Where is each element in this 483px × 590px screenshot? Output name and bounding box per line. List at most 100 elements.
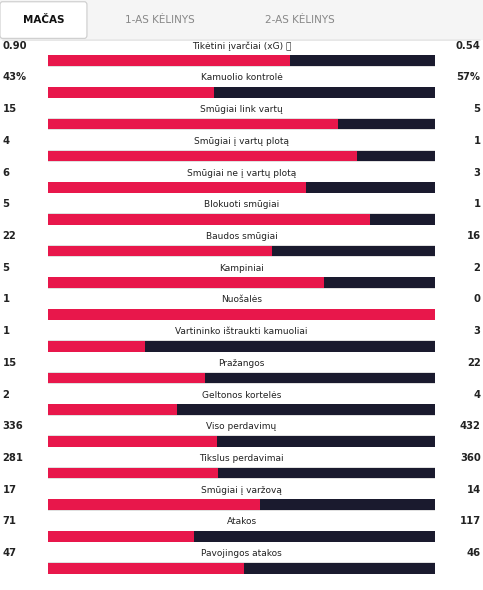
Bar	[243, 563, 435, 573]
Text: 1: 1	[473, 199, 481, 209]
Text: Kampiniai: Kampiniai	[219, 264, 264, 273]
Text: 2: 2	[2, 389, 9, 399]
Text: Blokuoti smūgiai: Blokuoti smūgiai	[204, 200, 279, 209]
Text: 5: 5	[2, 263, 9, 273]
Text: Baudos smūgiai: Baudos smūgiai	[206, 232, 277, 241]
Text: 0: 0	[474, 294, 481, 304]
Text: 281: 281	[2, 453, 23, 463]
Bar	[205, 373, 435, 384]
Bar	[370, 214, 435, 225]
Text: 3: 3	[474, 326, 481, 336]
Text: Kamuolio kontrolė: Kamuolio kontrolė	[200, 73, 283, 83]
Bar	[0, 0, 483, 40]
Bar	[48, 373, 205, 384]
Bar	[48, 468, 218, 478]
Bar	[217, 436, 435, 447]
Text: MAČAS: MAČAS	[23, 15, 64, 25]
Text: 57%: 57%	[456, 73, 481, 83]
Bar	[48, 435, 435, 447]
Text: 71: 71	[2, 516, 16, 526]
Bar	[48, 87, 214, 98]
Text: Tikėtini įvarčiai (xG) ⓘ: Tikėtini įvarčiai (xG) ⓘ	[192, 41, 291, 51]
Bar	[48, 562, 435, 574]
Bar	[48, 150, 435, 162]
Text: Tikslus perdavimai: Tikslus perdavimai	[199, 454, 284, 463]
Text: Smūgiai į varžovą: Smūgiai į varžovą	[201, 486, 282, 495]
Text: 1: 1	[473, 136, 481, 146]
Bar	[48, 277, 324, 288]
Text: 2-AS KĖLINYS: 2-AS KĖLINYS	[265, 15, 334, 25]
Text: Smūgiai link vartų: Smūgiai link vartų	[200, 105, 283, 114]
Bar	[48, 214, 370, 225]
Bar	[48, 467, 435, 479]
Text: 336: 336	[2, 421, 23, 431]
Text: 1: 1	[2, 326, 10, 336]
Text: Geltonos kortelės: Geltonos kortelės	[202, 391, 281, 399]
Bar	[48, 55, 435, 67]
Text: 117: 117	[459, 516, 481, 526]
Text: 5: 5	[474, 104, 481, 114]
Text: 22: 22	[2, 231, 16, 241]
Bar	[260, 500, 435, 510]
Bar	[48, 245, 272, 256]
Text: 4: 4	[2, 136, 10, 146]
Bar	[48, 87, 435, 99]
FancyBboxPatch shape	[0, 2, 87, 38]
Text: Vartininko ištraukti kamuoliai: Vartininko ištraukti kamuoliai	[175, 327, 308, 336]
Bar	[48, 404, 177, 415]
Bar	[214, 87, 435, 98]
Text: 16: 16	[467, 231, 481, 241]
Text: 2: 2	[474, 263, 481, 273]
Text: 47: 47	[2, 548, 16, 558]
Bar	[338, 119, 435, 129]
Text: 46: 46	[467, 548, 481, 558]
Bar	[306, 182, 435, 193]
Text: Smūgiai ne į vartų plotą: Smūgiai ne į vartų plotą	[187, 169, 296, 178]
Bar	[48, 341, 145, 352]
Text: 1: 1	[2, 294, 10, 304]
Text: 1-AS KĖLINYS: 1-AS KĖLINYS	[125, 15, 194, 25]
Text: Atakos: Atakos	[227, 517, 256, 526]
Bar	[48, 372, 435, 384]
Bar	[218, 468, 435, 478]
Bar	[48, 530, 435, 542]
Bar	[48, 500, 260, 510]
Text: 360: 360	[460, 453, 481, 463]
Bar	[48, 245, 435, 257]
Bar	[48, 309, 435, 320]
Bar	[272, 245, 435, 256]
Bar	[48, 55, 290, 66]
Text: 15: 15	[2, 358, 16, 368]
Text: 3: 3	[474, 168, 481, 178]
Text: 43%: 43%	[2, 73, 27, 83]
Bar	[48, 563, 243, 573]
Bar	[48, 340, 435, 352]
Text: Smūgiai į vartų plotą: Smūgiai į vartų plotą	[194, 137, 289, 146]
Text: 5: 5	[2, 199, 9, 209]
Bar	[357, 150, 435, 161]
Text: 15: 15	[2, 104, 16, 114]
Bar	[48, 119, 338, 129]
Text: 4: 4	[473, 389, 481, 399]
Text: 14: 14	[466, 485, 481, 495]
Bar	[48, 150, 357, 161]
Text: 432: 432	[460, 421, 481, 431]
Bar	[194, 531, 435, 542]
Bar	[48, 214, 435, 225]
Text: 22: 22	[467, 358, 481, 368]
Bar	[48, 531, 194, 542]
Text: Pražangos: Pražangos	[218, 359, 265, 368]
Text: Pavojingos atakos: Pavojingos atakos	[201, 549, 282, 558]
Bar	[48, 309, 435, 320]
Bar	[48, 499, 435, 511]
Bar	[48, 404, 435, 415]
Text: Viso perdavimų: Viso perdavimų	[206, 422, 277, 431]
Bar	[145, 341, 435, 352]
Bar	[48, 436, 217, 447]
Text: 17: 17	[2, 485, 16, 495]
Text: 0.90: 0.90	[2, 41, 27, 51]
Bar	[48, 118, 435, 130]
Text: 6: 6	[2, 168, 9, 178]
Bar	[324, 277, 435, 288]
Text: 0.54: 0.54	[455, 41, 481, 51]
